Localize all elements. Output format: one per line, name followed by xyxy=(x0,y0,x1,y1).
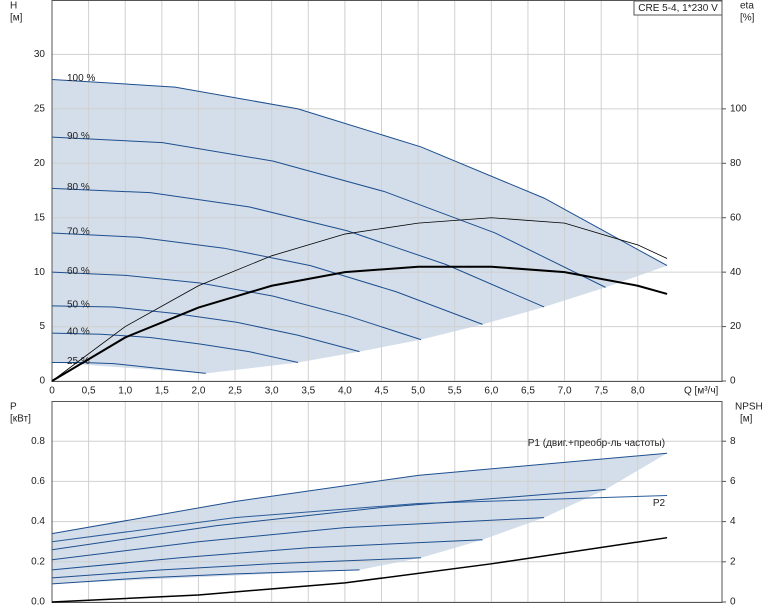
curve-label: P2 xyxy=(653,498,666,509)
y2-axis-label: eta xyxy=(740,1,754,12)
y-axis-unit: [м] xyxy=(10,13,23,24)
curve xyxy=(52,361,206,374)
curve xyxy=(51,517,545,561)
x-tick-label: 7,0 xyxy=(558,386,572,397)
x-tick-label: 6,5 xyxy=(521,386,535,397)
x-axis-label: Q [м³/ч] xyxy=(684,386,719,397)
curve xyxy=(51,217,668,382)
y2-tick-label: 20 xyxy=(730,321,742,332)
curve xyxy=(51,539,483,571)
x-tick-label: 6,0 xyxy=(484,386,498,397)
x-tick-label: 2,0 xyxy=(191,386,205,397)
curve-label: 60 % xyxy=(67,266,90,277)
curve xyxy=(51,187,545,308)
curve xyxy=(51,494,668,543)
y2-tick-label: 100 xyxy=(730,103,747,114)
curve xyxy=(51,557,422,579)
curve xyxy=(51,569,360,585)
x-tick-label: 2,5 xyxy=(228,386,242,397)
plot-frame xyxy=(51,0,723,382)
y-tick-label: 5 xyxy=(39,321,45,332)
x-tick-label: 7,5 xyxy=(594,386,608,397)
y-tick-label: 25 xyxy=(34,103,46,114)
y2-tick-label: 6 xyxy=(730,476,736,487)
curve-label: 40 % xyxy=(67,327,90,338)
annotation-box xyxy=(633,0,723,16)
x-tick-label: 1,5 xyxy=(155,386,169,397)
curve-label: 90 % xyxy=(67,131,90,142)
annotation: CRE 5-4, 1*230 V xyxy=(638,3,718,14)
curve xyxy=(51,536,668,603)
x-tick-label: 0,5 xyxy=(82,386,96,397)
y-tick-label: 10 xyxy=(34,267,46,278)
curve xyxy=(51,452,668,535)
y-tick-label: 30 xyxy=(34,49,46,60)
y-tick-label: 0.8 xyxy=(31,436,45,447)
x-tick-label: 4,0 xyxy=(338,386,352,397)
x-tick-label: 4,5 xyxy=(375,386,389,397)
y2-tick-label: 2 xyxy=(730,556,736,567)
curve xyxy=(51,271,422,341)
y-axis-unit: [кВт] xyxy=(10,414,31,425)
x-tick-label: 8,0 xyxy=(631,386,645,397)
curve-label: 100 % xyxy=(67,73,95,84)
curve xyxy=(51,332,299,363)
plot-frame xyxy=(51,401,723,603)
y2-tick-label: 0 xyxy=(730,597,736,608)
y-tick-label: 15 xyxy=(34,212,46,223)
x-tick-label: 0 xyxy=(49,386,55,397)
curve-label: 80 % xyxy=(67,182,90,193)
y2-tick-label: 40 xyxy=(730,267,742,278)
curve xyxy=(51,78,668,267)
y-axis-label: H xyxy=(10,1,17,12)
y2-tick-label: 4 xyxy=(730,516,736,527)
y2-axis-unit: [%] xyxy=(740,13,755,24)
y-axis-label: P xyxy=(10,402,17,413)
y2-axis-unit: [м] xyxy=(740,414,753,425)
y2-tick-label: 60 xyxy=(730,212,742,223)
y2-tick-label: 8 xyxy=(730,436,736,447)
y-tick-label: 0.2 xyxy=(31,556,45,567)
y2-axis-label: NPSH xyxy=(735,402,763,413)
x-tick-label: 3,0 xyxy=(265,386,279,397)
curve xyxy=(51,136,606,288)
curve xyxy=(51,305,360,353)
y-tick-label: 0.4 xyxy=(31,516,45,527)
operating-area xyxy=(52,453,668,584)
x-tick-label: 3,5 xyxy=(301,386,315,397)
curve xyxy=(51,232,483,325)
y-tick-label: 0 xyxy=(39,376,45,387)
curve xyxy=(51,265,668,382)
curve-label: 70 % xyxy=(67,227,90,238)
curve xyxy=(51,488,606,551)
x-tick-label: 1,0 xyxy=(118,386,132,397)
curve-label: 50 % xyxy=(67,300,90,311)
x-tick-label: 5,5 xyxy=(448,386,462,397)
y2-tick-label: 80 xyxy=(730,158,742,169)
x-tick-label: 5,0 xyxy=(411,386,425,397)
y2-tick-label: 0 xyxy=(730,376,736,387)
y-tick-label: 0.6 xyxy=(31,476,45,487)
y-tick-label: 0.0 xyxy=(31,597,45,608)
curve-label: P1 (двиг.+преобр-ль частоты) xyxy=(528,437,665,449)
y-tick-label: 20 xyxy=(34,158,46,169)
